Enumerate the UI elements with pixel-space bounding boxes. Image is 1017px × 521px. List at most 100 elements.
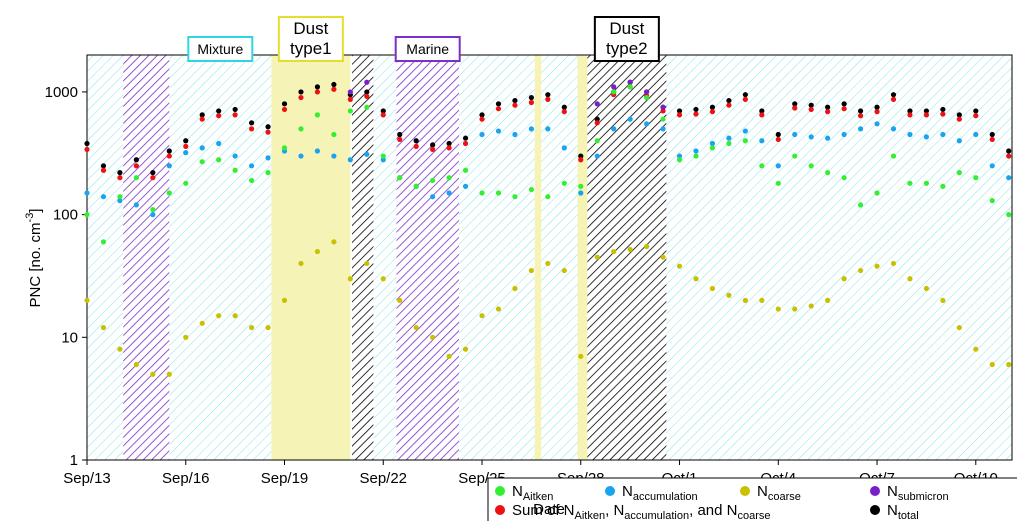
region-label-box	[277, 16, 344, 62]
data-point	[660, 104, 666, 110]
data-point	[495, 306, 502, 312]
data-point	[331, 81, 337, 88]
region-band	[396, 55, 459, 460]
data-point	[430, 177, 436, 184]
data-point	[462, 140, 469, 147]
data-point	[479, 190, 485, 196]
data-point	[956, 170, 962, 176]
region-band	[373, 55, 397, 460]
data-point	[347, 89, 353, 95]
data-point	[298, 89, 304, 95]
region-label: Mixture	[197, 41, 243, 57]
data-point	[644, 94, 650, 101]
data-point	[364, 104, 370, 110]
region-label: type1	[290, 39, 332, 58]
data-point	[512, 131, 518, 138]
data-point	[446, 353, 452, 359]
data-point	[462, 167, 469, 173]
data-point	[479, 116, 485, 122]
data-point	[528, 126, 534, 132]
legend-label: Ncoarse	[757, 483, 801, 503]
text-part: N	[887, 502, 898, 519]
data-point	[133, 175, 139, 181]
data-point	[561, 267, 567, 274]
data-point	[973, 131, 979, 138]
subscript: coarse	[768, 491, 801, 503]
data-point	[907, 276, 913, 282]
data-point	[364, 89, 370, 95]
text-part: N	[622, 483, 633, 500]
data-point	[380, 157, 386, 163]
data-point	[627, 116, 633, 122]
data-point	[232, 167, 238, 173]
data-point	[265, 324, 271, 331]
data-point	[314, 84, 321, 90]
data-point	[808, 303, 814, 309]
legend-marker	[495, 505, 505, 515]
data-point	[759, 297, 765, 303]
data-point	[825, 104, 831, 110]
data-point	[940, 297, 946, 303]
data-point	[561, 104, 567, 110]
data-point	[874, 109, 880, 115]
data-point	[989, 198, 995, 204]
region-band	[534, 55, 542, 460]
legend-box	[487, 477, 1017, 521]
legend-marker	[870, 486, 880, 496]
data-point	[759, 138, 765, 144]
data-point	[265, 124, 271, 130]
data-point	[1006, 212, 1012, 218]
data-point	[397, 175, 403, 181]
data-point	[973, 108, 979, 114]
data-point	[133, 163, 139, 169]
data-point	[216, 113, 222, 119]
text-part: N	[757, 483, 768, 500]
data-point	[380, 276, 386, 282]
data-point	[545, 126, 551, 132]
data-point	[446, 190, 452, 196]
subscript: accumulation	[624, 510, 689, 521]
data-point	[841, 106, 847, 112]
subscript: submicron	[898, 491, 949, 503]
data-point	[676, 108, 683, 114]
data-point	[133, 202, 139, 208]
data-point	[825, 109, 831, 115]
data-point	[907, 108, 913, 114]
data-point	[133, 157, 139, 163]
data-point	[561, 180, 567, 186]
data-point	[561, 145, 567, 151]
region-label-box	[593, 16, 660, 62]
data-point	[676, 263, 683, 269]
data-point	[611, 84, 617, 90]
data-point	[430, 194, 436, 200]
data-point	[364, 79, 370, 85]
data-point	[874, 121, 880, 127]
region-label: Dust	[293, 19, 328, 38]
data-point	[923, 108, 930, 114]
data-point	[413, 183, 419, 189]
regions	[87, 55, 1012, 460]
data-point	[989, 136, 995, 143]
data-point	[594, 254, 600, 260]
data-point	[183, 138, 189, 144]
data-point	[150, 170, 156, 176]
data-point	[874, 263, 880, 269]
data-point	[759, 163, 765, 169]
data-point	[660, 108, 666, 114]
legend-marker	[740, 486, 750, 496]
data-point	[248, 163, 255, 169]
data-point	[578, 190, 584, 196]
data-point	[956, 324, 962, 331]
data-point	[430, 146, 436, 153]
data-point	[281, 145, 288, 151]
data-point	[792, 101, 798, 107]
data-point	[265, 170, 271, 176]
subscript: Aitken	[575, 510, 606, 521]
data-point	[792, 153, 798, 159]
data-point	[298, 94, 304, 101]
data-point	[100, 324, 107, 331]
data-point	[956, 112, 962, 118]
data-point	[380, 153, 386, 159]
data-point	[479, 131, 485, 138]
data-point	[759, 112, 765, 118]
